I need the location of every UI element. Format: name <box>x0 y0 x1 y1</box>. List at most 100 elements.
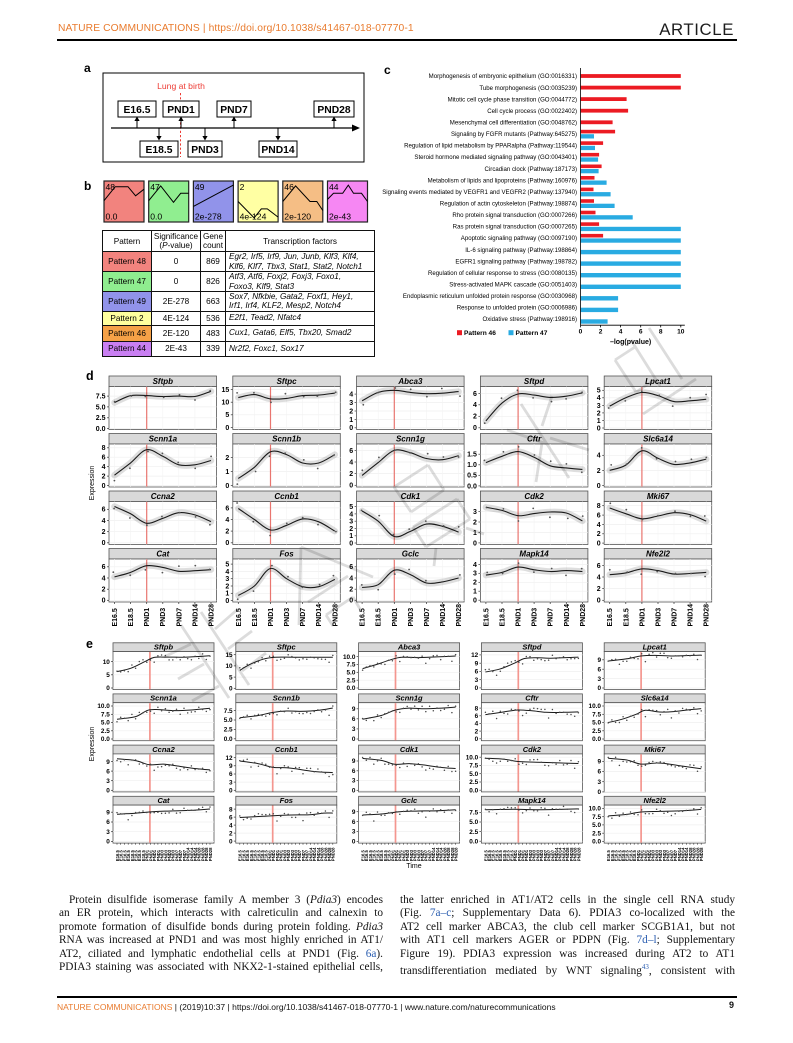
svg-text:PND7: PND7 <box>297 849 302 861</box>
svg-text:0: 0 <box>229 788 233 795</box>
svg-text:5.0: 5.0 <box>347 670 356 677</box>
svg-text:0.0: 0.0 <box>224 736 233 743</box>
svg-text:5: 5 <box>106 672 110 679</box>
svg-text:2.5: 2.5 <box>592 728 601 735</box>
svg-text:3: 3 <box>229 779 233 786</box>
svg-text:e: e <box>86 637 93 651</box>
svg-text:6: 6 <box>352 716 356 723</box>
svg-text:E18.5: E18.5 <box>625 849 630 861</box>
svg-text:15: 15 <box>225 652 233 659</box>
svg-text:4: 4 <box>229 822 233 829</box>
svg-text:5.0: 5.0 <box>96 404 106 411</box>
svg-text:2: 2 <box>349 471 353 478</box>
svg-text:PND14: PND14 <box>192 604 199 627</box>
svg-text:PND1: PND1 <box>268 849 273 861</box>
svg-text:0: 0 <box>352 839 356 846</box>
svg-text:6: 6 <box>229 814 233 821</box>
svg-text:0.0: 0.0 <box>467 483 477 490</box>
svg-text:PND28: PND28 <box>450 847 455 861</box>
svg-text:PND3: PND3 <box>416 849 421 861</box>
svg-text:0.0: 0.0 <box>592 839 601 846</box>
svg-text:Cat: Cat <box>156 550 169 559</box>
svg-text:7.5: 7.5 <box>469 810 478 817</box>
svg-text:4e-124: 4e-124 <box>240 212 267 222</box>
svg-text:PND3: PND3 <box>532 849 537 861</box>
svg-text:6: 6 <box>475 713 479 720</box>
svg-text:9: 9 <box>597 759 601 766</box>
svg-text:5: 5 <box>597 388 601 395</box>
svg-text:E16.5: E16.5 <box>368 849 373 861</box>
svg-text:2: 2 <box>349 587 353 594</box>
svg-text:PND3: PND3 <box>282 849 287 861</box>
svg-text:PND7: PND7 <box>178 849 183 861</box>
svg-text:0: 0 <box>225 598 229 605</box>
svg-text:0: 0 <box>597 425 601 432</box>
svg-text:0: 0 <box>229 686 233 693</box>
svg-text:PND14: PND14 <box>316 847 321 861</box>
svg-text:PND7: PND7 <box>182 849 187 861</box>
svg-text:1: 1 <box>473 530 477 537</box>
svg-text:4: 4 <box>102 575 106 582</box>
svg-text:Cdk2: Cdk2 <box>523 745 542 754</box>
svg-text:PND28: PND28 <box>699 847 704 861</box>
svg-text:E16.5: E16.5 <box>495 849 500 861</box>
svg-text:E16.5: E16.5 <box>126 849 131 861</box>
svg-text:Ccna2: Ccna2 <box>151 492 176 501</box>
svg-text:0: 0 <box>229 838 233 845</box>
svg-text:2: 2 <box>102 529 106 536</box>
svg-text:Time: Time <box>406 863 421 870</box>
svg-text:PND28: PND28 <box>323 847 328 861</box>
svg-text:PND28: PND28 <box>569 847 574 861</box>
svg-text:PND3: PND3 <box>160 608 167 627</box>
svg-text:PND28: PND28 <box>695 847 700 861</box>
svg-text:6: 6 <box>352 768 356 775</box>
svg-text:49: 49 <box>195 182 205 192</box>
svg-text:10.0: 10.0 <box>589 806 602 813</box>
svg-text:E18.5: E18.5 <box>502 849 507 861</box>
svg-text:Lpcat1: Lpcat1 <box>643 643 667 652</box>
svg-text:10.0: 10.0 <box>466 754 479 761</box>
svg-text:PND14: PND14 <box>681 847 686 861</box>
svg-text:IL-6 signaling pathway (Pathwa: IL-6 signaling pathway (Pathway:198864) <box>465 247 577 254</box>
svg-text:E18.5: E18.5 <box>253 849 258 861</box>
svg-text:PND3: PND3 <box>532 608 539 627</box>
svg-text:6: 6 <box>597 563 601 570</box>
svg-text:PND28: PND28 <box>209 604 216 627</box>
svg-text:PND3: PND3 <box>651 849 656 861</box>
svg-text:PND1: PND1 <box>643 849 648 861</box>
svg-text:Ras protein signal transductio: Ras protein signal transduction (GO:0007… <box>453 224 577 231</box>
svg-text:PND3: PND3 <box>658 849 663 861</box>
svg-text:12: 12 <box>225 755 233 762</box>
svg-text:Signaling events mediated by V: Signaling events mediated by VEGFR1 and … <box>382 189 577 196</box>
svg-text:Stress-activated MAPK cascade: Stress-activated MAPK cascade (GO:005140… <box>449 282 577 289</box>
svg-text:PND7: PND7 <box>547 849 552 861</box>
svg-text:PND14: PND14 <box>564 604 571 627</box>
svg-text:2: 2 <box>599 329 603 336</box>
svg-text:0: 0 <box>475 685 479 692</box>
svg-text:E18.5: E18.5 <box>383 849 388 861</box>
svg-text:Expression: Expression <box>89 466 96 501</box>
svg-text:0: 0 <box>473 425 477 432</box>
svg-text:3: 3 <box>597 403 601 410</box>
svg-text:9: 9 <box>106 809 110 816</box>
svg-text:44: 44 <box>329 182 339 192</box>
svg-text:PND14: PND14 <box>558 847 563 861</box>
svg-text:E18.5: E18.5 <box>375 849 380 861</box>
svg-text:0.0: 0.0 <box>101 736 110 743</box>
svg-text:3: 3 <box>352 726 356 733</box>
svg-text:PND28: PND28 <box>580 604 587 627</box>
svg-text:E18.5: E18.5 <box>506 849 511 861</box>
svg-text:E16.5: E16.5 <box>124 105 151 116</box>
svg-text:2.5: 2.5 <box>592 830 601 837</box>
svg-text:0: 0 <box>473 598 477 605</box>
svg-text:Cftr: Cftr <box>525 694 539 703</box>
svg-text:4: 4 <box>597 522 601 529</box>
svg-text:6: 6 <box>225 505 229 512</box>
svg-text:4: 4 <box>349 459 353 466</box>
svg-text:6: 6 <box>106 819 110 826</box>
svg-text:PND1: PND1 <box>268 608 275 627</box>
svg-text:PND28: PND28 <box>692 847 697 861</box>
svg-text:4: 4 <box>349 392 353 399</box>
svg-text:PND1: PND1 <box>516 608 523 627</box>
svg-text:48: 48 <box>106 182 116 192</box>
